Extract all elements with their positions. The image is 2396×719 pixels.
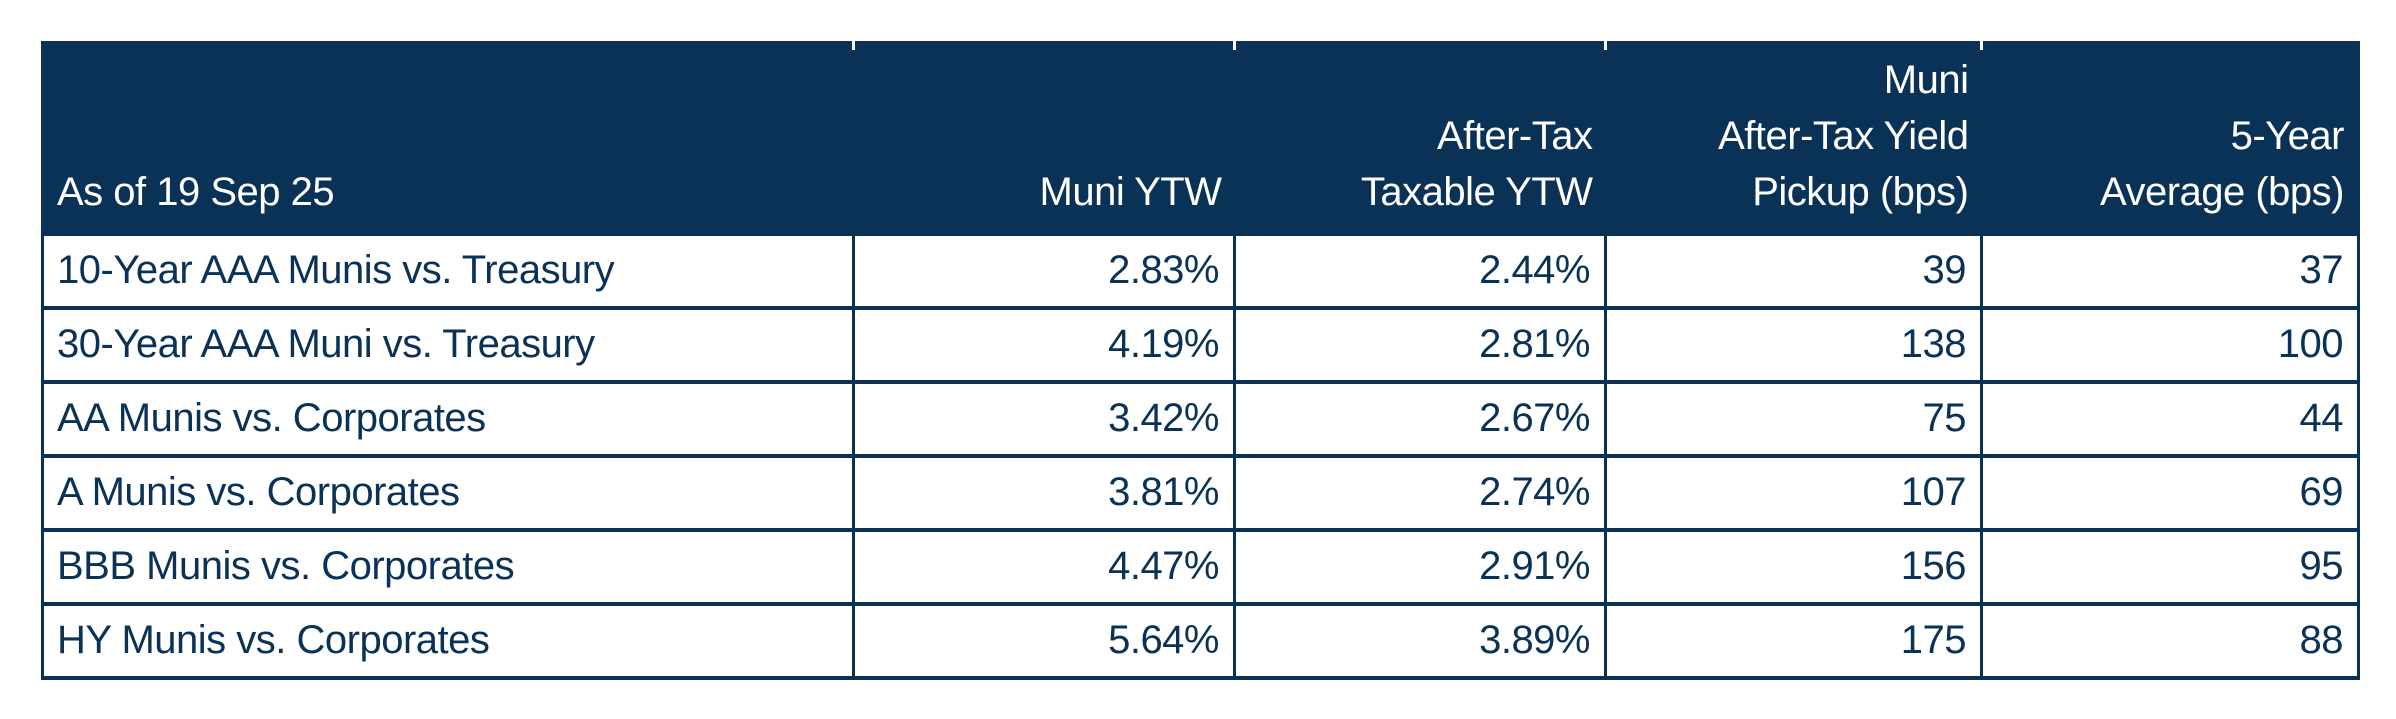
cell-pickup-bps: 75 <box>1604 379 1983 458</box>
muni-yield-comparison-table: As of 19 Sep 25 Muni YTW After-Tax Taxab… <box>41 39 2360 681</box>
cell-pickup-bps: 138 <box>1604 305 1983 384</box>
cell-5-year-average-bps: 44 <box>1980 379 2360 458</box>
cell-after-tax-taxable-ytw: 2.44% <box>1233 231 1607 310</box>
table-row: A Munis vs. Corporates 3.81% 2.74% 107 6… <box>41 453 2360 532</box>
header-cell-5-year-average: 5-Year Average (bps) <box>1979 39 2359 234</box>
cell-muni-ytw: 4.47% <box>852 527 1236 606</box>
table-row: 30-Year AAA Muni vs. Treasury 4.19% 2.81… <box>41 305 2360 384</box>
cell-after-tax-taxable-ytw: 2.74% <box>1233 453 1607 532</box>
cell-5-year-average-bps: 88 <box>1980 601 2360 681</box>
cell-muni-ytw: 5.64% <box>852 601 1236 681</box>
table-row: AA Munis vs. Corporates 3.42% 2.67% 75 4… <box>41 379 2360 458</box>
cell-after-tax-taxable-ytw: 3.89% <box>1233 601 1607 681</box>
table-row: 10-Year AAA Munis vs. Treasury 2.83% 2.4… <box>41 231 2360 310</box>
cell-after-tax-taxable-ytw: 2.67% <box>1233 379 1607 458</box>
row-label: BBB Munis vs. Corporates <box>41 527 855 606</box>
table-row: HY Munis vs. Corporates 5.64% 3.89% 175 … <box>41 601 2360 681</box>
row-label: A Munis vs. Corporates <box>41 453 855 532</box>
table-header: As of 19 Sep 25 Muni YTW After-Tax Taxab… <box>42 39 2359 234</box>
header-cell-after-tax-taxable-ytw: After-Tax Taxable YTW <box>1232 39 1606 234</box>
cell-5-year-average-bps: 37 <box>1980 231 2360 310</box>
cell-5-year-average-bps: 69 <box>1980 453 2360 532</box>
table-body: 10-Year AAA Munis vs. Treasury 2.83% 2.4… <box>41 231 2360 681</box>
header-cell-muni-ytw: Muni YTW <box>851 39 1235 234</box>
header-cell-muni-after-tax-yield-pickup: Muni After-Tax Yield Pickup (bps) <box>1603 39 1982 234</box>
row-label: AA Munis vs. Corporates <box>41 379 855 458</box>
cell-5-year-average-bps: 100 <box>1980 305 2360 384</box>
cell-5-year-average-bps: 95 <box>1980 527 2360 606</box>
cell-muni-ytw: 3.81% <box>852 453 1236 532</box>
cell-after-tax-taxable-ytw: 2.81% <box>1233 305 1607 384</box>
cell-muni-ytw: 4.19% <box>852 305 1236 384</box>
cell-pickup-bps: 107 <box>1604 453 1983 532</box>
cell-pickup-bps: 156 <box>1604 527 1983 606</box>
row-label: 30-Year AAA Muni vs. Treasury <box>41 305 855 384</box>
row-label: HY Munis vs. Corporates <box>41 601 855 681</box>
cell-after-tax-taxable-ytw: 2.91% <box>1233 527 1607 606</box>
table-row: BBB Munis vs. Corporates 4.47% 2.91% 156… <box>41 527 2360 606</box>
cell-muni-ytw: 3.42% <box>852 379 1236 458</box>
row-label: 10-Year AAA Munis vs. Treasury <box>41 231 855 310</box>
header-cell-as-of-date: As of 19 Sep 25 <box>42 42 854 234</box>
cell-pickup-bps: 39 <box>1604 231 1983 310</box>
header-row: As of 19 Sep 25 Muni YTW After-Tax Taxab… <box>42 39 2359 234</box>
cell-muni-ytw: 2.83% <box>852 231 1236 310</box>
cell-pickup-bps: 175 <box>1604 601 1983 681</box>
